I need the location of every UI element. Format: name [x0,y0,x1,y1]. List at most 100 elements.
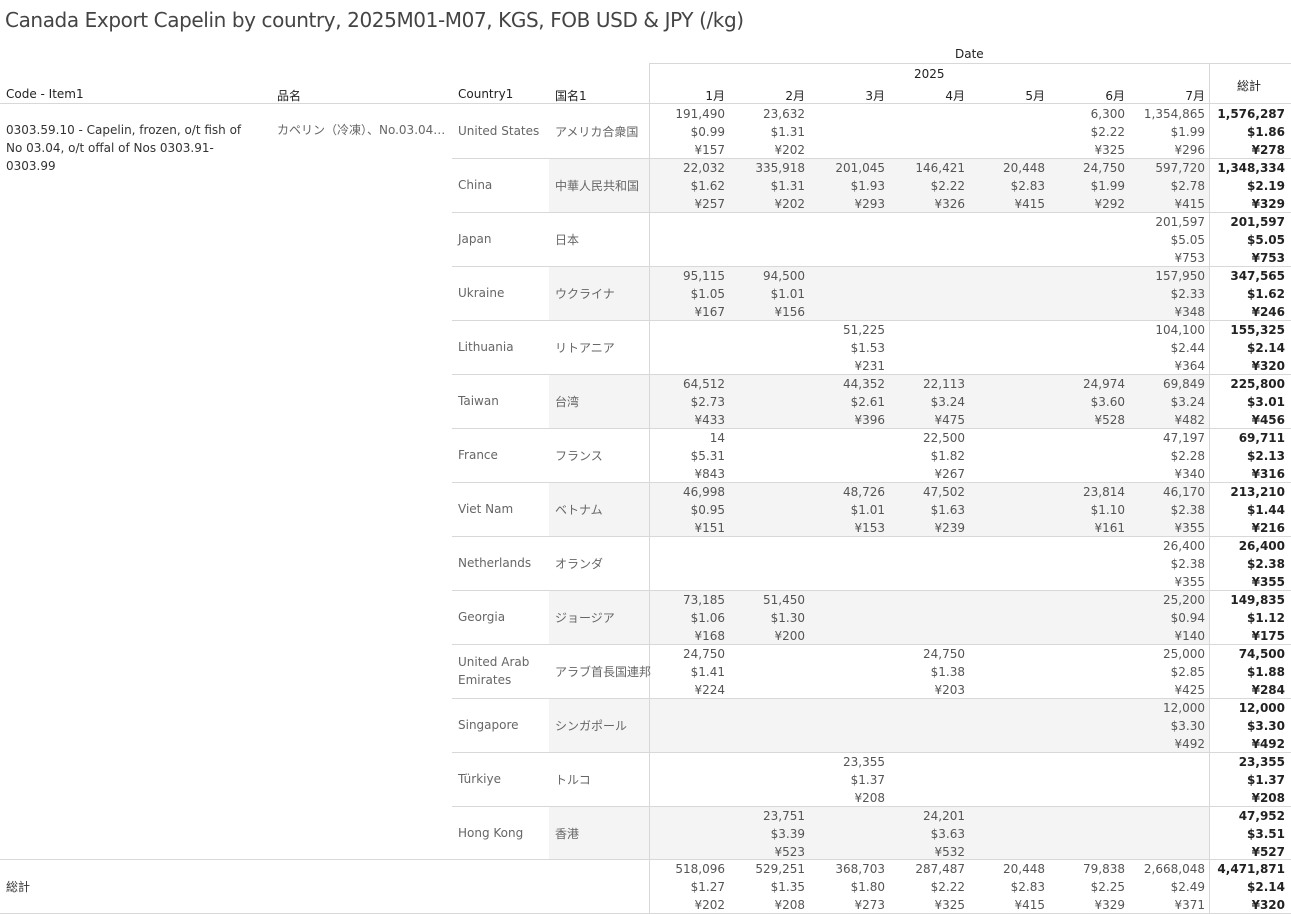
jpy-price: ¥753 [1251,251,1285,265]
jpy-price: ¥246 [1251,305,1285,319]
jpy-price: ¥208 [854,791,885,805]
usd-price: $1.86 [1247,125,1285,139]
jpy-price: ¥320 [1251,359,1285,373]
usd-price: $0.95 [690,503,725,517]
quantity-value: 46,998 [683,485,725,499]
value-cell: 23,632 $1.31 ¥202 [729,105,805,159]
quantity-value: 529,251 [755,862,805,876]
usd-price: $2.13 [1247,449,1285,463]
quantity-value: 149,835 [1230,593,1285,607]
quantity-value: 95,115 [683,269,725,283]
jpy-price: ¥203 [934,683,965,697]
quantity-value: 104,100 [1155,323,1205,337]
usd-price: $5.31 [690,449,725,463]
quantity-value: 335,918 [755,161,805,175]
value-cell: 46,170 $2.38 ¥355 [1129,483,1205,537]
quantity-value: 24,750 [1083,161,1125,175]
country-name: China [458,178,493,192]
country-name-jp: アメリカ合衆国 [555,124,639,139]
jpy-price: ¥208 [774,898,805,912]
quantity-value: 518,096 [675,862,725,876]
jpy-price: ¥156 [774,305,805,319]
value-cell: 104,100 $2.44 ¥364 [1129,321,1205,375]
usd-price: $1.99 [1170,125,1205,139]
jpy-price: ¥231 [854,359,885,373]
value-cell: 25,000 $2.85 ¥425 [1129,645,1205,699]
usd-price: $5.05 [1170,233,1205,247]
country-name: Singapore [458,718,519,732]
value-cell: 24,750 $1.41 ¥224 [649,645,725,699]
usd-price: $0.99 [690,125,725,139]
usd-price: $1.82 [930,449,965,463]
jpy-price: ¥200 [774,629,805,643]
usd-price: $2.33 [1170,287,1205,301]
row-total-cell: 26,400 $2.38 ¥355 [1207,537,1285,591]
quantity-value: 157,950 [1155,269,1205,283]
quantity-value: 25,000 [1163,647,1205,661]
value-cell: 23,751 $3.39 ¥523 [729,807,805,861]
value-cell: 48,726 $1.01 ¥153 [809,483,885,537]
country-header: Country1 [458,87,514,101]
quantity-value: 24,750 [683,647,725,661]
country-name-jp: 日本 [555,232,580,247]
usd-price: $2.78 [1170,179,1205,193]
total-header: 総計 [1237,79,1262,93]
quantity-value: 47,502 [923,485,965,499]
jpy-price: ¥224 [694,683,725,697]
jpy-price: ¥320 [1251,898,1285,912]
value-cell: 46,998 $0.95 ¥151 [649,483,725,537]
year-header: 2025 [914,67,945,81]
jpy-price: ¥273 [854,898,885,912]
value-cell: 12,000 $3.30 ¥492 [1129,699,1205,753]
usd-price: $1.30 [770,611,805,625]
usd-price: $1.01 [770,287,805,301]
quantity-value: 1,576,287 [1217,107,1285,121]
usd-price: $1.06 [690,611,725,625]
quantity-value: 74,500 [1238,647,1285,661]
jpy-price: ¥433 [694,413,725,427]
value-cell: 2,668,048 $2.49 ¥371 [1129,860,1205,914]
jpy-price: ¥239 [934,521,965,535]
jpy-price: ¥325 [934,898,965,912]
value-cell: 335,918 $1.31 ¥202 [729,159,805,213]
jpy-price: ¥753 [1174,251,1205,265]
row-total-cell: 4,471,871 $2.14 ¥320 [1207,860,1285,914]
row-total-cell: 23,355 $1.37 ¥208 [1207,753,1285,807]
quantity-value: 22,500 [923,431,965,445]
value-cell: 94,500 $1.01 ¥156 [729,267,805,321]
value-cell: 14 $5.31 ¥843 [649,429,725,483]
jpy-price: ¥153 [854,521,885,535]
jpy-price: ¥140 [1174,629,1205,643]
usd-price: $2.73 [690,395,725,409]
jpy-price: ¥151 [694,521,725,535]
jpy-price: ¥364 [1174,359,1205,373]
quantity-value: 51,450 [763,593,805,607]
jpy-price: ¥348 [1174,305,1205,319]
usd-price: $1.88 [1247,665,1285,679]
value-cell: 597,720 $2.78 ¥415 [1129,159,1205,213]
quantity-value: 213,210 [1230,485,1285,499]
usd-price: $1.63 [930,503,965,517]
quantity-value: 20,448 [1003,862,1045,876]
jpy-price: ¥316 [1251,467,1285,481]
row-total-cell: 12,000 $3.30 ¥492 [1207,699,1285,753]
usd-price: $5.05 [1247,233,1285,247]
usd-price: $1.44 [1247,503,1285,517]
country-name: Ukraine [458,286,505,300]
quantity-value: 24,974 [1083,377,1125,391]
usd-price: $2.38 [1247,557,1285,571]
jpy-price: ¥340 [1174,467,1205,481]
usd-price: $2.28 [1170,449,1205,463]
row-total-cell: 149,835 $1.12 ¥175 [1207,591,1285,645]
value-cell: 22,500 $1.82 ¥267 [889,429,965,483]
quantity-value: 22,032 [683,161,725,175]
quantity-value: 201,597 [1155,215,1205,229]
value-cell: 20,448 $2.83 ¥415 [969,159,1045,213]
usd-price: $1.12 [1247,611,1285,625]
row-total-cell: 74,500 $1.88 ¥284 [1207,645,1285,699]
usd-price: $3.30 [1170,719,1205,733]
quantity-value: 368,703 [835,862,885,876]
value-cell: 23,814 $1.10 ¥161 [1049,483,1125,537]
usd-price: $2.44 [1170,341,1205,355]
quantity-value: 47,952 [1238,809,1285,823]
